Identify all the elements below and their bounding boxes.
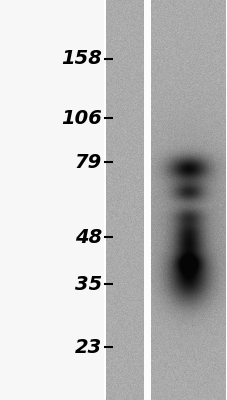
Text: 35: 35: [74, 275, 101, 294]
Text: 79: 79: [74, 153, 101, 172]
Text: 23: 23: [74, 338, 101, 357]
Text: 48: 48: [74, 228, 101, 246]
Text: 158: 158: [61, 49, 101, 68]
Text: 106: 106: [61, 109, 101, 128]
